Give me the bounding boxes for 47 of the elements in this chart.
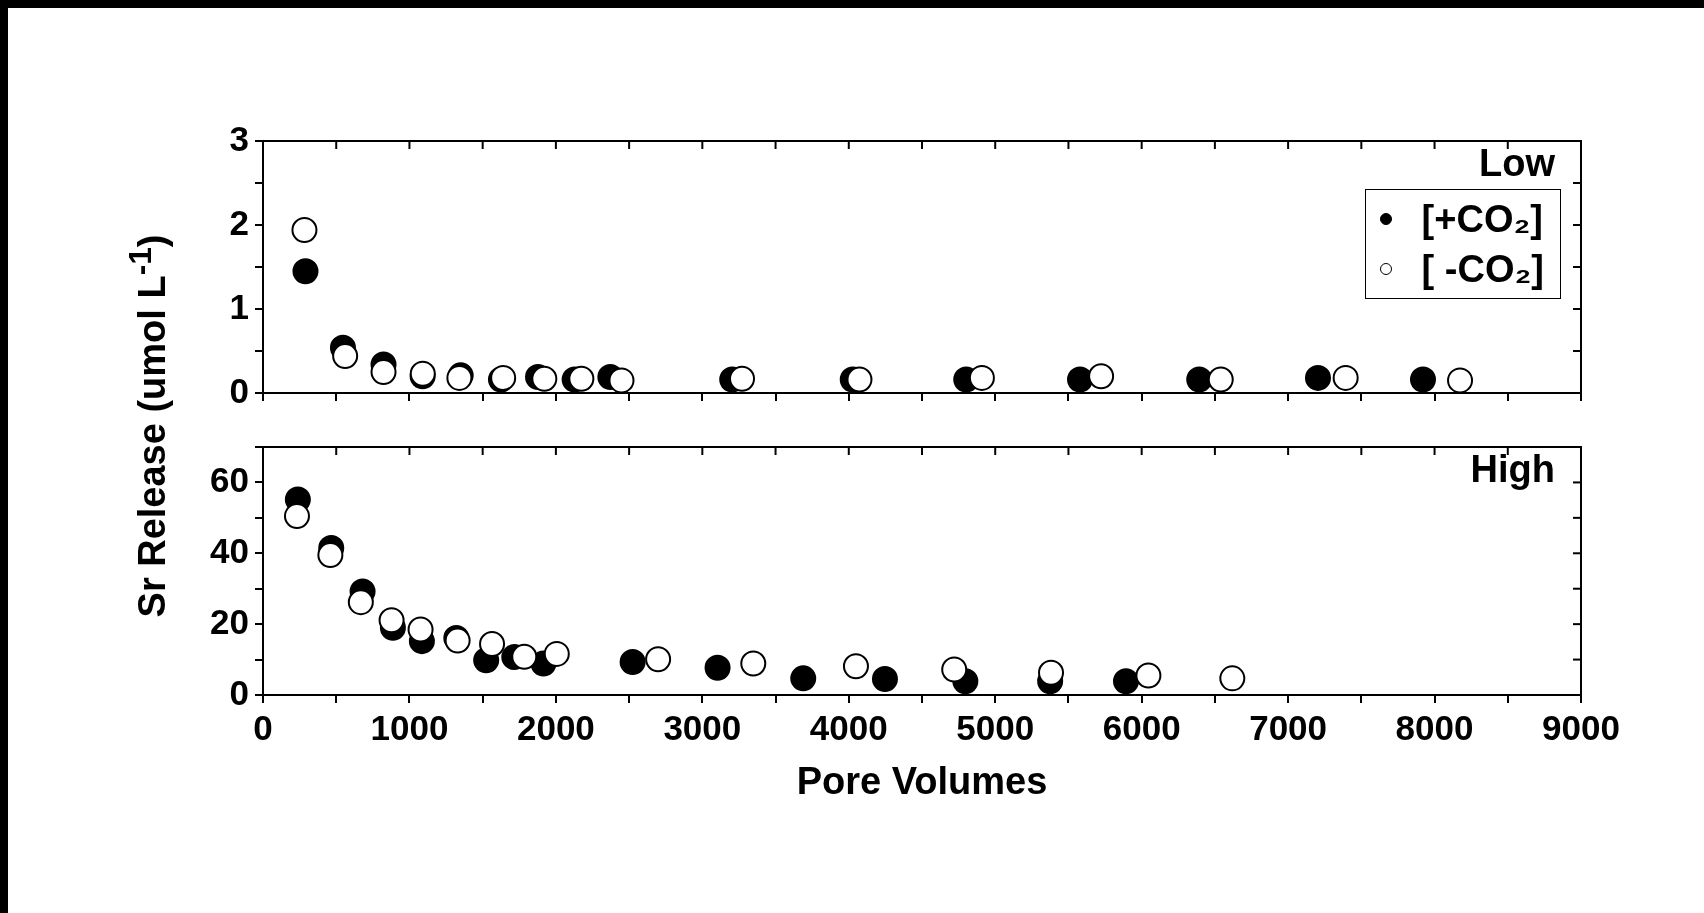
point — [317, 542, 344, 569]
y-tick-label: 1 — [229, 286, 249, 326]
point — [1067, 366, 1094, 393]
point — [568, 365, 595, 392]
y-tick-label: 20 — [210, 601, 249, 641]
annotation: High — [1470, 448, 1555, 491]
y-tick-label: 0 — [229, 370, 249, 410]
point — [1186, 366, 1213, 393]
point — [619, 649, 646, 676]
point — [531, 365, 558, 392]
x-tick-label: 5000 — [956, 707, 1035, 747]
x-tick-label: 6000 — [1102, 707, 1181, 747]
x-tick-label: 7000 — [1249, 707, 1328, 747]
x-tick-label: 4000 — [809, 707, 888, 747]
point — [1113, 668, 1139, 695]
point — [871, 666, 898, 693]
point — [292, 258, 319, 285]
x-tick-label: 1000 — [370, 707, 449, 747]
x-tick-label: 3000 — [663, 707, 742, 747]
y-tick-label: 2 — [229, 202, 249, 242]
y-tick-label: 40 — [210, 530, 249, 570]
point — [608, 367, 635, 393]
point — [347, 589, 374, 616]
x-tick-label: 8000 — [1395, 707, 1474, 747]
point — [511, 643, 538, 670]
point — [1304, 364, 1331, 391]
point — [729, 365, 756, 392]
x-axis-title: Pore Volumes — [796, 759, 1048, 802]
annotation: Low — [1479, 142, 1556, 185]
point — [332, 343, 359, 370]
point — [790, 665, 817, 692]
point — [407, 616, 434, 643]
x-tick-label: 2000 — [516, 707, 595, 747]
x-tick-label: 9000 — [1542, 707, 1620, 747]
point — [370, 359, 397, 385]
legend-label: [+CO₂] — [1421, 197, 1543, 241]
point — [704, 654, 731, 681]
y-tick-label: 3 — [229, 118, 249, 158]
point — [1038, 659, 1065, 686]
point — [1409, 366, 1436, 393]
y-tick-label: 60 — [210, 460, 249, 500]
point — [968, 364, 995, 391]
point — [378, 607, 405, 634]
y-tick-label: 0 — [229, 672, 249, 712]
point — [941, 656, 968, 683]
legend-label: [ -CO₂] — [1421, 247, 1544, 291]
point — [846, 366, 873, 393]
